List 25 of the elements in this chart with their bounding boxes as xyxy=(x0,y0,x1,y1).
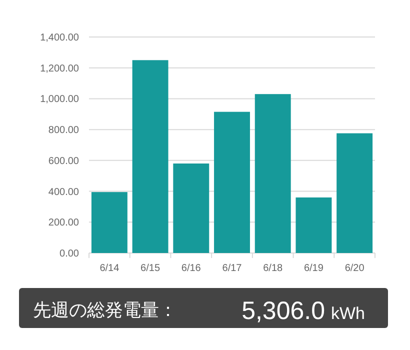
y-tick-label: 800.00 xyxy=(48,125,80,136)
y-tick-label: 600.00 xyxy=(48,156,80,167)
y-tick-label: 1,000.00 xyxy=(40,94,80,106)
x-tick-label: 6/16 xyxy=(181,263,202,274)
text: kWh xyxy=(331,304,365,323)
text: 先週の総発電量： xyxy=(33,300,177,320)
y-tick-label: 1,200.00 xyxy=(40,63,80,74)
bar xyxy=(296,197,332,253)
x-tick-label: 6/19 xyxy=(304,263,324,274)
y-tick-label: 200.00 xyxy=(48,218,80,229)
y-tick-label: 1,400.00 xyxy=(40,32,80,44)
x-tick-label: 6/18 xyxy=(263,263,284,274)
x-tick-label: 6/15 xyxy=(140,263,160,274)
bar xyxy=(132,60,168,253)
bar xyxy=(91,192,128,253)
x-tick-label: 6/20 xyxy=(344,263,365,274)
text: 5,306.0 xyxy=(242,297,325,325)
y-tick-label: 0.00 xyxy=(60,248,80,260)
bar xyxy=(254,94,291,253)
x-tick-label: 6/14 xyxy=(100,263,120,274)
bar xyxy=(173,164,210,253)
bar xyxy=(336,133,373,253)
y-tick-label: 400.00 xyxy=(48,186,80,198)
bar xyxy=(214,112,250,253)
x-tick-label: 6/17 xyxy=(222,263,242,274)
